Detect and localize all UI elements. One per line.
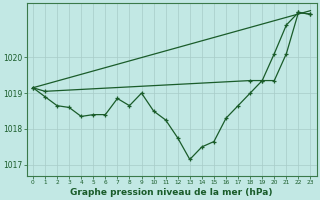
- X-axis label: Graphe pression niveau de la mer (hPa): Graphe pression niveau de la mer (hPa): [70, 188, 273, 197]
